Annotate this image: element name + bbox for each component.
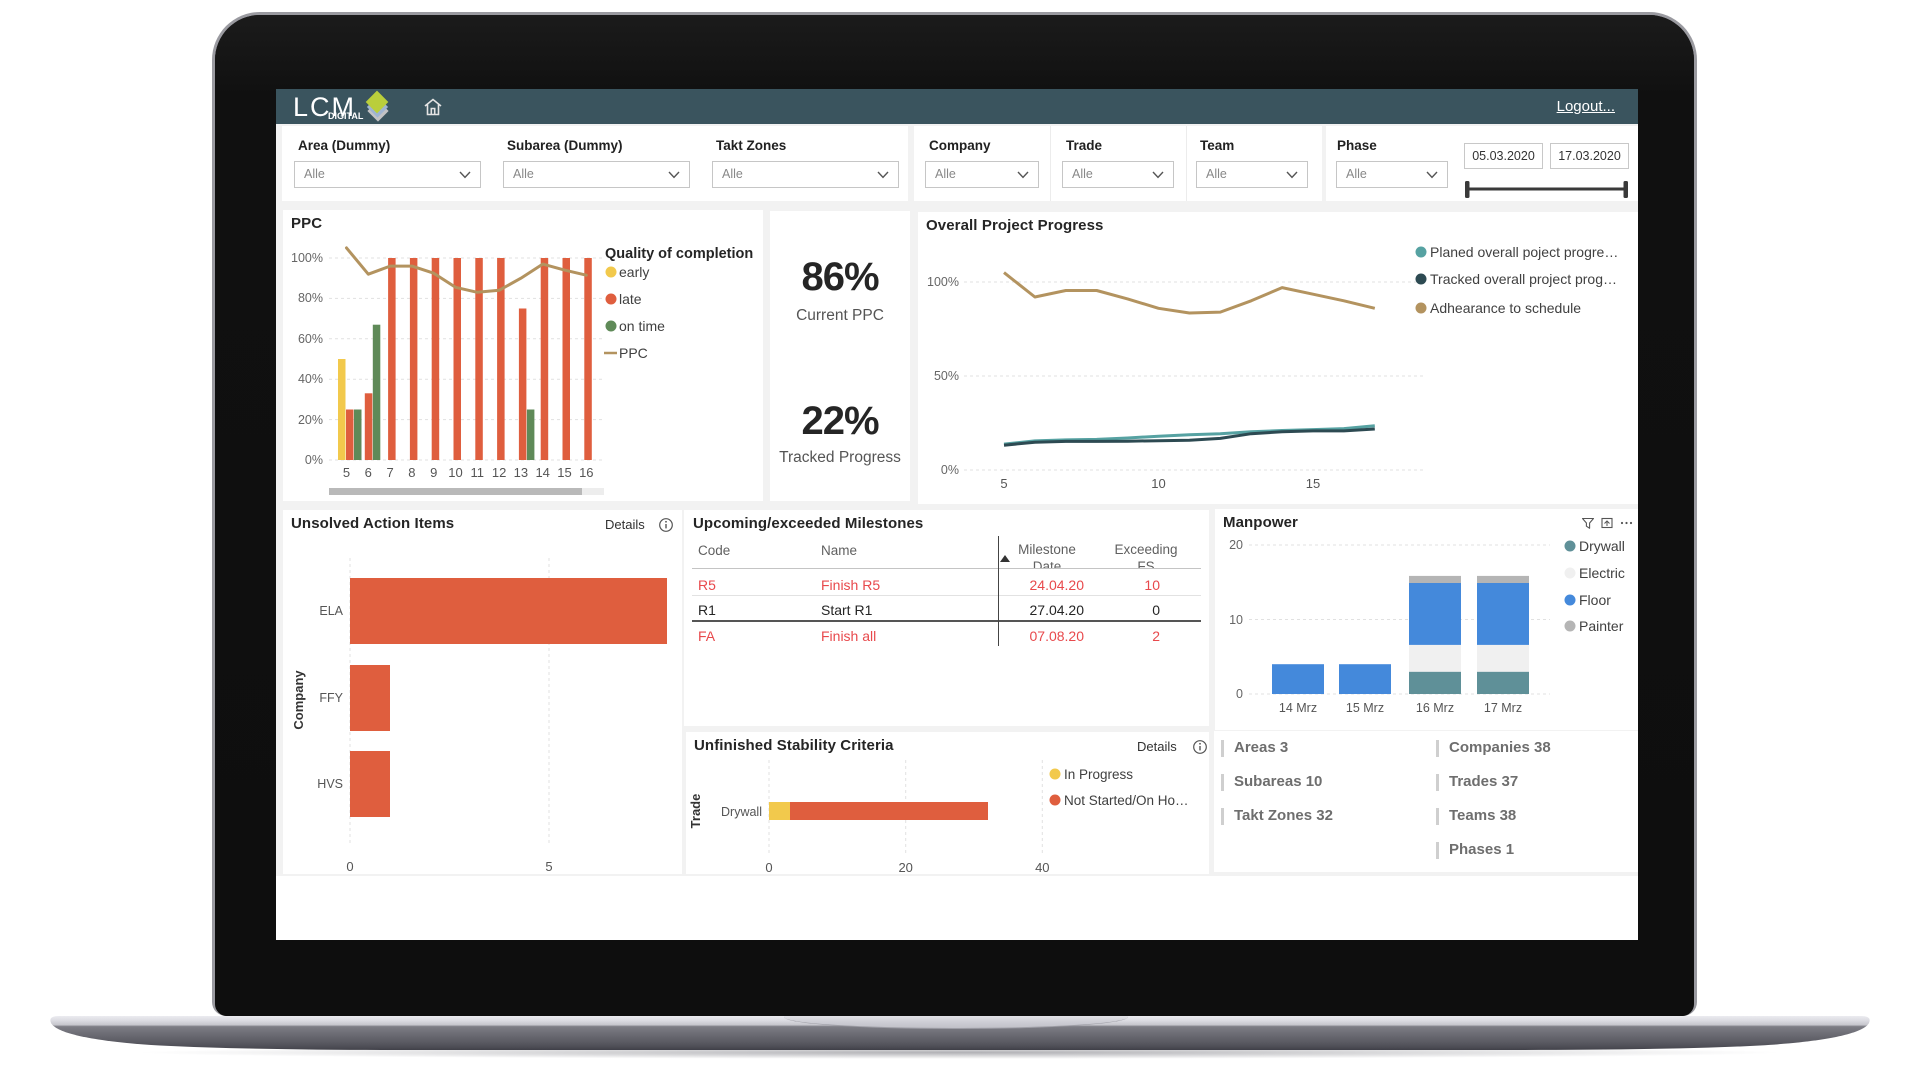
svg-text:9: 9 bbox=[430, 465, 437, 480]
svg-text:Quality of completion: Quality of completion bbox=[605, 246, 753, 262]
svg-text:50%: 50% bbox=[934, 369, 959, 383]
svg-text:Electric: Electric bbox=[1579, 565, 1625, 581]
svg-text:Not Started/On Ho…: Not Started/On Ho… bbox=[1064, 793, 1189, 808]
svg-text:Company: Company bbox=[291, 670, 306, 730]
svg-text:100%: 100% bbox=[927, 275, 959, 289]
svg-text:FFY: FFY bbox=[319, 691, 343, 705]
svg-text:early: early bbox=[619, 264, 649, 280]
svg-text:0: 0 bbox=[1236, 687, 1243, 701]
svg-text:Planed overall poject progre…: Planed overall poject progre… bbox=[1430, 244, 1618, 260]
svg-text:Floor: Floor bbox=[1579, 592, 1611, 608]
svg-text:5: 5 bbox=[545, 859, 552, 874]
svg-text:80%: 80% bbox=[298, 291, 323, 305]
svg-text:Trade: Trade bbox=[688, 794, 703, 829]
svg-text:20: 20 bbox=[1229, 538, 1243, 552]
svg-text:15 Mrz: 15 Mrz bbox=[1346, 701, 1384, 715]
svg-text:11: 11 bbox=[471, 465, 485, 480]
svg-text:HVS: HVS bbox=[317, 777, 343, 791]
svg-text:0%: 0% bbox=[941, 463, 959, 477]
svg-text:PPC: PPC bbox=[619, 345, 648, 361]
svg-text:DIGITAL: DIGITAL bbox=[328, 111, 364, 121]
svg-text:10: 10 bbox=[448, 465, 462, 480]
svg-text:ELA: ELA bbox=[319, 604, 343, 618]
svg-text:0: 0 bbox=[765, 860, 772, 874]
svg-text:LCM: LCM bbox=[293, 92, 356, 122]
svg-text:0: 0 bbox=[346, 859, 353, 874]
svg-text:60%: 60% bbox=[298, 332, 323, 346]
svg-text:0%: 0% bbox=[305, 453, 323, 467]
svg-text:Drywall: Drywall bbox=[1579, 538, 1625, 554]
svg-text:Tracked overall project prog…: Tracked overall project prog… bbox=[1430, 271, 1617, 287]
svg-text:5: 5 bbox=[343, 465, 350, 480]
svg-text:In Progress: In Progress bbox=[1064, 767, 1133, 782]
svg-text:40%: 40% bbox=[298, 372, 323, 386]
svg-text:late: late bbox=[619, 291, 642, 307]
svg-text:15: 15 bbox=[1306, 476, 1320, 491]
svg-text:6: 6 bbox=[365, 465, 372, 480]
svg-text:on time: on time bbox=[619, 318, 665, 334]
svg-text:13: 13 bbox=[514, 465, 528, 480]
svg-text:40: 40 bbox=[1035, 860, 1049, 874]
svg-text:20%: 20% bbox=[298, 413, 323, 427]
svg-text:16: 16 bbox=[579, 465, 593, 480]
svg-text:20: 20 bbox=[898, 860, 912, 874]
svg-text:8: 8 bbox=[408, 465, 415, 480]
svg-text:7: 7 bbox=[386, 465, 393, 480]
svg-text:100%: 100% bbox=[291, 251, 323, 265]
svg-text:10: 10 bbox=[1151, 476, 1165, 491]
svg-text:15: 15 bbox=[557, 465, 571, 480]
svg-text:16 Mrz: 16 Mrz bbox=[1416, 701, 1454, 715]
svg-text:14: 14 bbox=[535, 465, 549, 480]
svg-text:12: 12 bbox=[492, 465, 506, 480]
svg-text:17 Mrz: 17 Mrz bbox=[1484, 701, 1522, 715]
svg-text:5: 5 bbox=[1000, 476, 1007, 491]
svg-text:Painter: Painter bbox=[1579, 618, 1624, 634]
svg-text:10: 10 bbox=[1229, 613, 1243, 627]
svg-text:Adhearance to schedule: Adhearance to schedule bbox=[1430, 300, 1581, 316]
svg-text:Drywall: Drywall bbox=[721, 805, 762, 819]
svg-text:14 Mrz: 14 Mrz bbox=[1279, 701, 1317, 715]
